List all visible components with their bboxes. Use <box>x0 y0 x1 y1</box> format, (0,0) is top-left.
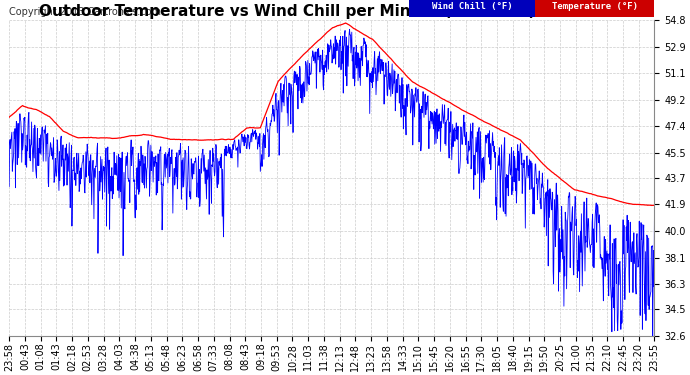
FancyBboxPatch shape <box>535 0 655 17</box>
Title: Outdoor Temperature vs Wind Chill per Minute (24 Hours) 20131109: Outdoor Temperature vs Wind Chill per Mi… <box>39 4 625 19</box>
FancyBboxPatch shape <box>409 0 535 17</box>
Text: Temperature (°F): Temperature (°F) <box>552 2 638 10</box>
Text: Wind Chill (°F): Wind Chill (°F) <box>432 2 513 10</box>
Text: Copyright 2013 Cartronics.com: Copyright 2013 Cartronics.com <box>9 7 161 17</box>
